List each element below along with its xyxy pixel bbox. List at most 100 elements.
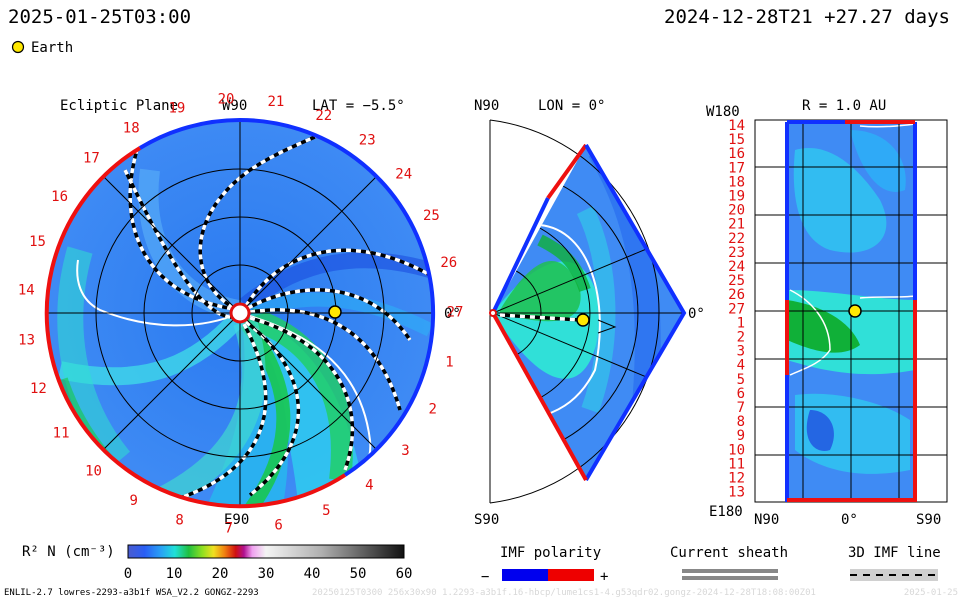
imf-negative-swatch [502,569,548,581]
map-row-label: 14 [728,118,745,134]
earth-legend-icon [11,40,25,54]
map-row-label: 2 [737,330,745,346]
ecliptic-sector-label: 27 [447,304,464,320]
ecliptic-sector-label: 9 [129,493,137,509]
ecliptic-sector-label: 14 [18,282,35,298]
ecliptic-sector-label: 6 [274,518,282,534]
ecliptic-sector-label: 25 [423,208,440,224]
map-row-label: 9 [737,428,745,444]
imf-plus-label: + [600,569,608,585]
map-e180-label: E180 [709,504,743,520]
colorbar-tick-label: 20 [212,566,229,582]
colorbar-tick-label: 50 [350,566,367,582]
map-row-label: 16 [728,146,745,162]
map-row-label: 21 [728,217,745,233]
density-colorbar: R² N (cm⁻³) 0 10 20 30 40 50 60 [22,544,412,582]
ecliptic-sector-label: 10 [85,463,102,479]
map-row-label: 8 [737,414,745,430]
ecliptic-sector-label: 21 [267,94,284,110]
map-w180-label: W180 [706,104,740,120]
map-row-label: 18 [728,174,745,190]
map-row-label: 1 [737,315,745,331]
map-row-label: 17 [728,160,745,176]
ecliptic-sector-label: 17 [83,151,100,167]
map-row-label: 19 [728,189,745,205]
ecliptic-w90-label: W90 [222,98,247,114]
map-row-label: 25 [728,273,745,289]
ecliptic-sector-label: 12 [30,381,47,397]
footer-date: 2025-01-25 [904,588,958,598]
ecliptic-sector-label: 11 [53,425,70,441]
meridional-lon-label: LON = 0° [538,98,605,114]
ecliptic-sector-label: 20 [218,92,235,108]
meridional-earth-marker [576,313,590,327]
valid-time: 2025-01-25T03:00 [8,6,191,28]
ecliptic-sector-label: 22 [315,108,332,124]
meridional-s90-label: S90 [474,512,499,528]
current-sheath-title: Current sheath [670,545,788,561]
model-info: ENLIL-2.7 lowres-2293-a3b1f WSA_V2.2 GON… [4,588,259,598]
colorbar-tick-label: 60 [396,566,413,582]
colorbar-tick-label: 30 [258,566,275,582]
ecliptic-sector-label: 5 [322,503,330,519]
ecliptic-sector-label: 26 [440,255,457,271]
ecliptic-sector-label: 15 [29,234,46,250]
imf-polarity-title: IMF polarity [500,545,601,561]
run-info: 20250125T0300 256x30x90 1.2293-a3b1f.16-… [312,588,816,598]
map-row-label: 11 [728,456,745,472]
meridional-zero-label: 0° [688,306,705,322]
ecliptic-sector-label: 4 [365,478,373,494]
earth-legend-label: Earth [31,40,73,56]
ecliptic-plane-panel: Ecliptic Plane W90 LAT = −5.5° E90 0° [18,92,464,537]
imf-polarity-legend: IMF polarity − + [481,545,608,585]
colorbar-tick-label: 40 [304,566,321,582]
imf-line-title: 3D IMF line [848,545,941,561]
ecliptic-e90-label: E90 [224,512,249,528]
map-row-label: 10 [728,442,745,458]
map-row-label: 13 [728,485,745,501]
ecliptic-title: Ecliptic Plane [60,98,178,114]
ecliptic-sector-label: 1 [445,354,453,370]
map-row-label: 27 [728,301,745,317]
sphere-map-panel: R = 1.0 AU W180 E180 N90 0° S90 [706,98,948,528]
ecliptic-sector-label: 7 [225,521,233,537]
ecliptic-lat-label: LAT = −5.5° [312,98,405,114]
map-row-label: 3 [737,344,745,360]
map-row-label: 7 [737,400,745,416]
map-row-label: 15 [728,132,745,148]
map-n90-label: N90 [754,512,779,528]
map-row-label: 5 [737,372,745,388]
map-row-label: 26 [728,287,745,303]
colorbar-ticks: 0 10 20 30 40 50 60 [124,566,413,582]
ecliptic-earth-marker [328,305,342,319]
map-earth-marker [848,304,862,318]
ecliptic-sector-label: 2 [428,401,436,417]
ecliptic-polarity-positive [239,118,436,477]
imf-positive-swatch [548,569,594,581]
map-row-label: 12 [728,471,745,487]
meridional-panel: N90 LON = 0° S90 0° [474,98,705,528]
ecliptic-sector-label: 16 [51,189,68,205]
imf-minus-label: − [481,569,489,585]
map-s90-label: S90 [916,512,941,528]
imf-line-legend: 3D IMF line [848,545,941,581]
map-zero-label: 0° [841,512,858,528]
current-sheath-legend: Current sheath [670,545,788,580]
colorbar-tick-label: 0 [124,566,132,582]
ecliptic-polarity-negative [44,146,347,509]
meridional-density-map [493,145,684,480]
run-time: 2024-12-28T21 +27.27 days [664,6,950,28]
ecliptic-sector-label: 23 [359,133,376,149]
ecliptic-sector-label: 13 [18,332,35,348]
ecliptic-sector-label: 8 [175,512,183,528]
colorbar-tick-label: 10 [166,566,183,582]
ecliptic-sector-label: 24 [395,167,412,183]
ecliptic-zero-label: 0° [444,306,461,322]
map-row-label: 23 [728,245,745,261]
map-row-label: 24 [728,259,745,275]
map-row-label: 6 [737,386,745,402]
colorbar-label: R² N (cm⁻³) [22,544,115,560]
map-row-label: 22 [728,231,745,247]
map-row-label: 4 [737,358,745,374]
